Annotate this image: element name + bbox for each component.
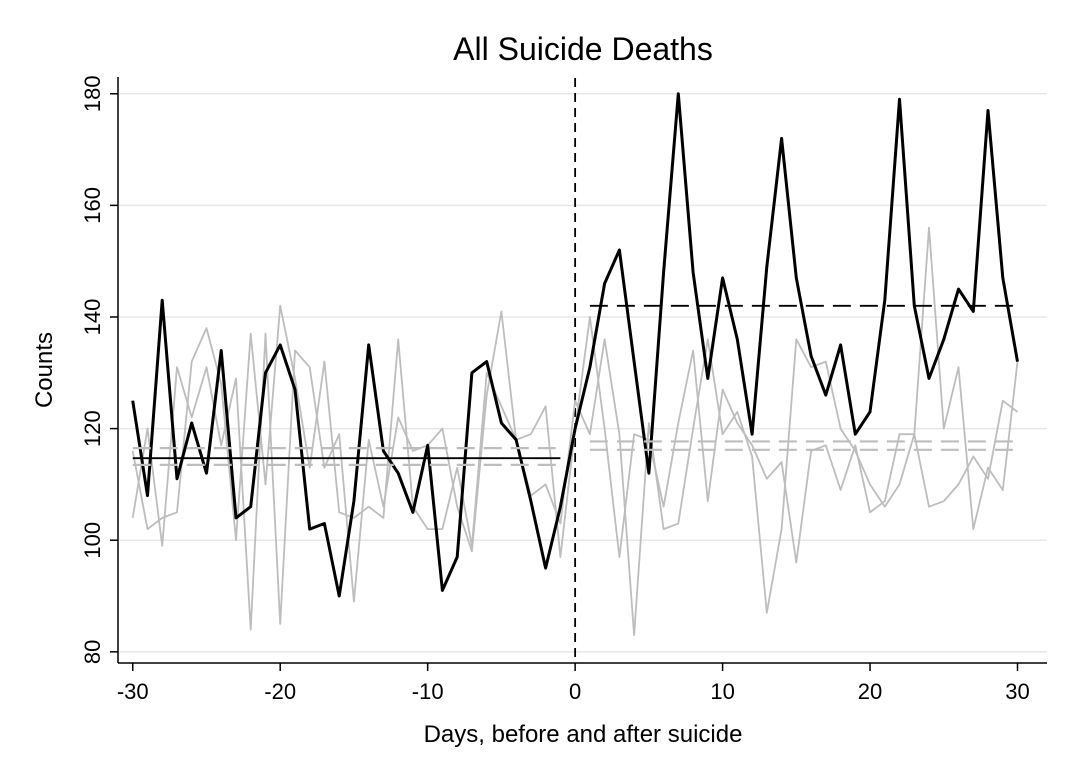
x-tick-label: 20 [858, 679, 882, 704]
x-tick-label: -30 [117, 679, 149, 704]
y-tick-label: 180 [80, 75, 105, 112]
series-line-1 [131, 92, 1019, 598]
series-line-3 [131, 304, 1019, 636]
x-tick-label: 10 [710, 679, 734, 704]
x-tick-label: -10 [412, 679, 444, 704]
y-tick-label: 160 [80, 187, 105, 224]
grid-layer [118, 92, 1047, 653]
y-tick-label: 100 [80, 522, 105, 559]
y-axis-label: Counts [31, 332, 58, 408]
series-layer [131, 78, 1019, 663]
x-tick-label: -20 [264, 679, 296, 704]
chart-title: All Suicide Deaths [453, 31, 713, 67]
axis-layer: -30 -20 -10 0 10 20 30 80 100 120 140 160 180 [80, 75, 1047, 704]
x-tick-label: 30 [1005, 679, 1029, 704]
y-tick-label: 80 [80, 640, 105, 664]
y-tick-label: 140 [80, 299, 105, 336]
x-axis-label: Days, before and after suicide [424, 721, 743, 748]
x-tick-label: 0 [569, 679, 581, 704]
y-tick-label: 120 [80, 410, 105, 447]
